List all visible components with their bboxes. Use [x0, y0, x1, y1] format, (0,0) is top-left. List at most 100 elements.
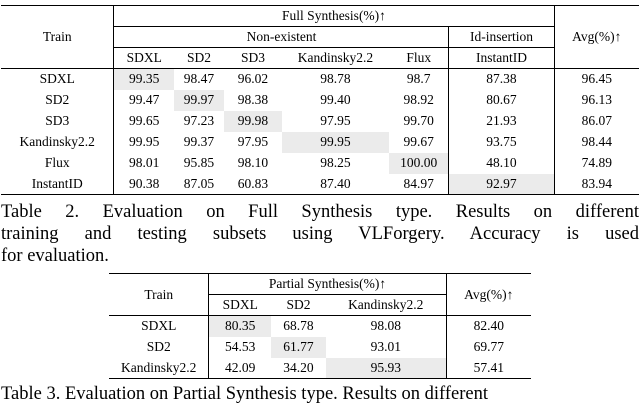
row-header-sd2: SD2: [45, 92, 70, 107]
col-header-flux: Flux: [388, 47, 449, 69]
value-cell: 98.01: [113, 152, 174, 174]
value-cell: 99.95: [281, 131, 389, 153]
value-cell: 98.10: [237, 155, 269, 170]
value-cell: 99.40: [320, 92, 351, 107]
col-header-avg: Avg(%)↑: [553, 5, 640, 69]
table-row: Kandinsky2.2 99.95 99.37 97.95 99.95 99.67 93.…: [1, 131, 640, 153]
subgroup-header-non-existent: Non-existent: [113, 26, 449, 48]
value-cell: 99.97: [173, 89, 224, 111]
value-cell: 99.98: [223, 110, 282, 132]
header-row-group: Train Full Synthesis(%)↑ Avg(%)↑: [0, 5, 640, 69]
value-cell: 97.95: [237, 134, 269, 149]
value-cell: 54.53: [208, 336, 271, 358]
value-cell: 93.75: [448, 131, 555, 153]
col-header-sd2: SD2: [270, 294, 326, 316]
header-row-columns: SDXL SD2 Kandinsky2.2: [109, 294, 531, 316]
value-cell: 98.78: [320, 71, 351, 87]
value-cell: 97.95: [320, 113, 351, 128]
value-cell: 96.02: [237, 71, 269, 87]
value-cell: 98.92: [403, 92, 434, 107]
col-header-instantid: InstantID: [448, 47, 555, 69]
col-header-sdxl: SDXL: [113, 47, 174, 69]
table2-caption: Table 2. Evaluation on Full Synthesis ty…: [1, 201, 639, 267]
value-cell: 99.35: [113, 68, 174, 90]
value-cell: 61.77: [270, 336, 326, 358]
value-cell: 90.38: [113, 173, 174, 195]
row-header-kandinsky2.2: Kandinsky2.2: [121, 359, 197, 375]
header-row-group: Train Partial Synthesis(%)↑ Avg(%)↑: [108, 273, 532, 316]
value-cell: 92.97: [448, 173, 555, 195]
avg-cell: 57.41: [445, 357, 532, 379]
value-cell: 95.85: [183, 155, 215, 170]
value-cell: 98.25: [320, 155, 351, 170]
col-header-train: Train: [108, 273, 209, 316]
row-header-sd3: SD3: [45, 113, 70, 128]
avg-cell: 96.13: [553, 89, 640, 111]
value-cell: 95.93: [325, 357, 447, 379]
value-cell: 100.00: [388, 152, 449, 174]
value-cell: 93.01: [370, 339, 401, 354]
avg-cell: 74.89: [553, 152, 640, 174]
caption-line: Table 3. Evaluation on Partial Synthesis…: [1, 384, 488, 404]
avg-cell: 86.07: [553, 110, 640, 132]
row-header-sdxl: SDXL: [39, 71, 75, 87]
table-row: SD2 99.47 99.97 98.38 99.40 98.92 80.67 96.13: [1, 89, 640, 111]
table-row: Flux 98.01 95.85 98.10 98.25 100.00 48.10 74.89: [1, 152, 640, 174]
value-cell: 98.08: [370, 318, 401, 334]
caption-line: for evaluation.: [1, 246, 109, 266]
value-cell: 80.67: [448, 89, 555, 111]
col-header-sd3: SD3: [223, 47, 282, 69]
value-cell: 80.35: [208, 315, 271, 337]
value-cell: 48.10: [448, 152, 555, 174]
value-cell: 99.95: [113, 131, 174, 153]
avg-cell: 96.45: [553, 68, 640, 90]
value-cell: 34.20: [283, 359, 314, 375]
col-header-avg: Avg(%)↑: [445, 273, 532, 316]
value-cell: 60.83: [237, 175, 269, 191]
value-cell: 98.7: [406, 71, 431, 87]
table-partial-synthesis: Train Partial Synthesis(%)↑ Avg(%)↑ SDXL…: [108, 273, 532, 379]
value-cell: 21.93: [448, 110, 555, 132]
row-header-flux: Flux: [44, 155, 70, 170]
value-cell: 99.65: [113, 110, 174, 132]
table-row: InstantID 90.38 87.05 60.83 87.40 84.97 92.97 8…: [1, 173, 640, 195]
value-cell: 99.67: [403, 134, 434, 149]
header-row-subgroup: Non-existent Id-insertion: [1, 26, 639, 48]
avg-cell: 98.44: [553, 131, 640, 153]
row-header-instantid: InstantID: [31, 175, 83, 191]
group-header-partial-synthesis: Partial Synthesis(%)↑: [208, 273, 447, 295]
col-header-sd2: SD2: [173, 47, 224, 69]
table-row: SD2 54.53 61.77 93.01 69.77: [109, 336, 532, 358]
avg-cell: 69.77: [445, 336, 532, 358]
caption-line: Table 2. Evaluation on Full Synthesis ty…: [1, 202, 639, 222]
header-row-columns: SDXL SD2 SD3 Kandinsky2.2 Flux InstantID: [1, 47, 639, 69]
subgroup-header-id-insertion: Id-insertion: [448, 26, 555, 48]
table-row: SD3 99.65 97.23 99.98 97.95 99.70 21.93 86.07: [1, 110, 640, 132]
avg-cell: 82.40: [445, 315, 532, 337]
col-header-sdxl: SDXL: [208, 294, 271, 316]
value-cell: 68.78: [283, 318, 314, 334]
value-cell: 87.05: [183, 175, 215, 191]
value-cell: 99.70: [403, 113, 434, 128]
avg-cell: 83.94: [553, 173, 640, 195]
value-cell: 87.38: [448, 68, 555, 90]
row-header-sdxl: SDXL: [141, 318, 177, 334]
value-cell: 87.40: [320, 175, 351, 191]
value-cell: 98.47: [183, 71, 215, 87]
table-row: SDXL 99.35 98.47 96.02 98.78 98.7 87.38 96.45: [1, 68, 640, 90]
value-cell: 99.47: [113, 89, 174, 111]
table3-caption: Table 3. Evaluation on Partial Synthesis…: [1, 383, 639, 405]
row-header-kandinsky2.2: Kandinsky2.2: [19, 134, 95, 149]
col-header-kandinsky2.2: Kandinsky2.2: [325, 294, 447, 316]
value-cell: 84.97: [403, 175, 434, 191]
col-header-kandinsky2.2: Kandinsky2.2: [281, 47, 389, 69]
table-row: SDXL 80.35 68.78 98.08 82.40: [109, 315, 532, 337]
table-row: Kandinsky2.2 42.09 34.20 95.93 57.41: [109, 357, 532, 379]
caption-line: training and testing subsets using VLFor…: [1, 224, 639, 244]
col-header-train: Train: [0, 5, 114, 69]
table-full-synthesis: Train Full Synthesis(%)↑ Avg(%)↑ Non-exi…: [0, 5, 640, 195]
value-cell: 42.09: [208, 357, 271, 379]
value-cell: 99.37: [183, 134, 215, 149]
group-header-full-synthesis: Full Synthesis(%)↑: [113, 5, 555, 27]
